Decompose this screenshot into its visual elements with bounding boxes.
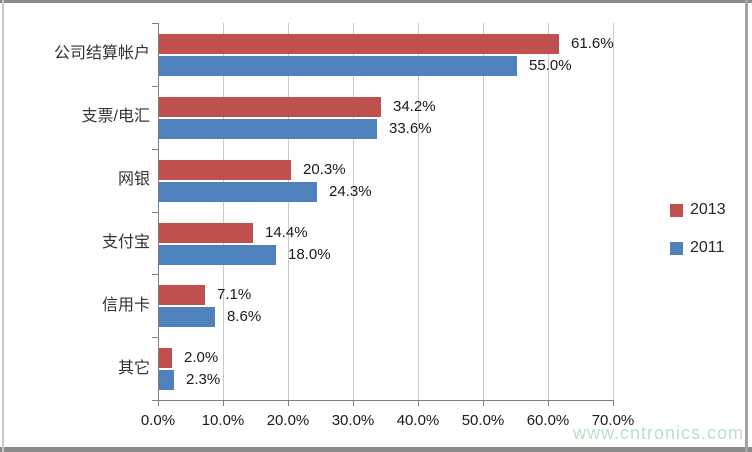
bar-value-label-2013-3: 20.3% xyxy=(303,161,346,178)
category-label-3: 网银 xyxy=(117,171,150,188)
x-axis-tick xyxy=(418,400,419,406)
gridline xyxy=(418,23,419,400)
legend-label-2011: 2011 xyxy=(690,239,725,256)
x-axis-tick xyxy=(288,400,289,406)
x-axis-tick xyxy=(613,400,614,406)
y-axis-tick xyxy=(152,274,158,275)
bar-2011-5 xyxy=(159,307,215,327)
category-label-6: 其它 xyxy=(117,360,150,377)
legend: 2013 2011 xyxy=(670,201,726,279)
gridline xyxy=(613,23,614,400)
category-label-4: 支付宝 xyxy=(101,234,150,251)
bar-2011-6 xyxy=(159,370,174,390)
gridline xyxy=(548,23,549,400)
category-label-2: 支票/电汇 xyxy=(81,108,150,125)
legend-item-2011: 2011 xyxy=(670,239,726,256)
x-axis-tick xyxy=(548,400,549,406)
bar-2011-1 xyxy=(159,56,517,76)
x-axis-tick-label: 70.0% xyxy=(591,412,635,429)
gridline xyxy=(288,23,289,400)
x-axis-tick-label: 50.0% xyxy=(461,412,505,429)
bar-2013-3 xyxy=(159,160,291,180)
bar-value-label-2013-2: 34.2% xyxy=(393,98,436,115)
gridline xyxy=(483,23,484,400)
bar-value-label-2011-2: 33.6% xyxy=(389,120,432,137)
y-axis-tick xyxy=(152,212,158,213)
legend-swatch-2011 xyxy=(670,241,683,255)
bar-value-label-2013-4: 14.4% xyxy=(265,224,308,241)
bar-2011-4 xyxy=(159,245,276,265)
category-label-1: 公司结算帐户 xyxy=(53,45,150,62)
plot-area: 61.6% 55.0% 34.2% 33.6% 20.3% 24.3% 14.4% 18.0%… xyxy=(152,23,614,406)
y-axis-tick xyxy=(152,337,158,338)
y-axis-tick xyxy=(152,149,158,150)
x-axis-tick xyxy=(483,400,484,406)
y-axis-tick xyxy=(152,400,158,401)
x-axis-tick xyxy=(158,400,159,406)
x-axis-tick-label: 10.0% xyxy=(201,412,245,429)
chart-frame-left xyxy=(2,0,4,452)
chart-frame-top xyxy=(0,0,752,3)
bar-value-label-2013-5: 7.1% xyxy=(217,286,252,303)
bar-value-label-2011-5: 8.6% xyxy=(227,308,262,325)
gridline xyxy=(223,23,224,400)
bar-2013-2 xyxy=(159,97,381,117)
x-axis-tick xyxy=(353,400,354,406)
x-axis-tick-label: 0.0% xyxy=(140,412,176,429)
y-axis-tick xyxy=(152,86,158,87)
y-axis-line xyxy=(158,23,159,400)
x-axis-tick-label: 20.0% xyxy=(266,412,310,429)
legend-swatch-2013 xyxy=(670,203,683,217)
y-axis-tick xyxy=(152,23,158,24)
bar-value-label-2011-6: 2.3% xyxy=(186,371,221,388)
x-axis-tick-label: 60.0% xyxy=(526,412,570,429)
chart-frame-right xyxy=(745,0,748,452)
legend-item-2013: 2013 xyxy=(670,201,726,218)
bar-value-label-2013-1: 61.6% xyxy=(571,35,614,52)
bar-value-label-2011-4: 18.0% xyxy=(288,246,331,263)
x-axis-tick xyxy=(223,400,224,406)
bar-2013-5 xyxy=(159,285,205,305)
bar-value-label-2013-6: 2.0% xyxy=(184,349,219,366)
bar-value-label-2011-3: 24.3% xyxy=(329,183,372,200)
bar-2011-2 xyxy=(159,119,377,139)
x-axis-line xyxy=(158,400,614,401)
bar-value-label-2011-1: 55.0% xyxy=(529,57,572,74)
gridline xyxy=(353,23,354,400)
x-axis-tick-label: 40.0% xyxy=(396,412,440,429)
bar-2011-3 xyxy=(159,182,317,202)
bar-2013-1 xyxy=(159,34,559,54)
watermark: www.cntronics.com xyxy=(572,423,744,443)
legend-label-2013: 2013 xyxy=(690,201,726,218)
category-label-5: 信用卡 xyxy=(101,297,150,314)
bar-2013-4 xyxy=(159,223,253,243)
x-axis-tick-label: 30.0% xyxy=(331,412,375,429)
chart-frame-bottom xyxy=(0,447,752,452)
bar-2013-6 xyxy=(159,348,172,368)
